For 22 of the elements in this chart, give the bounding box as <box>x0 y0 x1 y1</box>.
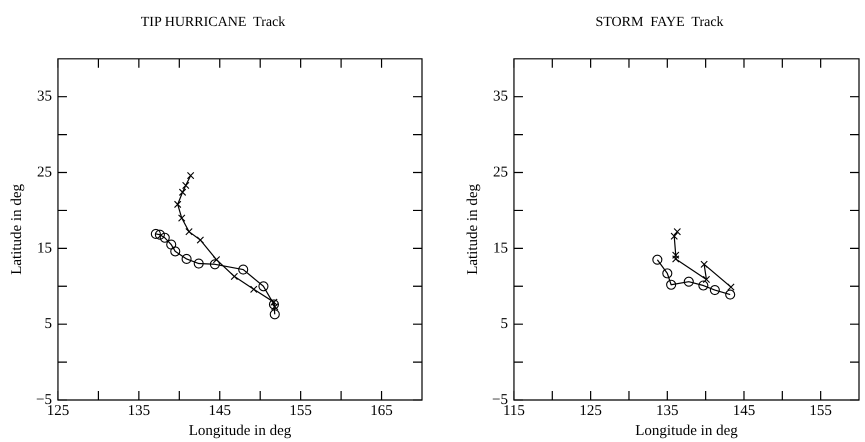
x-tick-label: 145 <box>732 402 756 419</box>
y-tick-label: 35 <box>36 88 52 105</box>
y-tick-label: 5 <box>500 316 508 332</box>
chart-title: STORM FAYE Track <box>595 15 724 30</box>
x-tick-label: 155 <box>809 402 832 419</box>
y-tick-label: 25 <box>492 164 508 180</box>
x-tick-label: 135 <box>656 402 679 419</box>
x-tick-label: 125 <box>579 402 602 419</box>
y-tick-label: 5 <box>44 316 52 332</box>
y-tick-label: 15 <box>492 240 508 256</box>
x-axis-title: Longitude in deg <box>635 422 738 439</box>
chart-title: TIP HURRICANE Track <box>140 15 286 30</box>
y-tick-label: 15 <box>36 240 52 256</box>
y-axis-title: Latitude in deg <box>464 184 481 275</box>
y-tick-label: 35 <box>492 88 508 105</box>
y-axis-title: Latitude in deg <box>8 184 25 275</box>
x-tick-label: 155 <box>289 402 312 419</box>
x-tick-label: 165 <box>370 402 393 419</box>
x-axis-title: Longitude in deg <box>188 422 292 439</box>
x-tick-label: 145 <box>208 402 232 419</box>
x-tick-label: 135 <box>128 402 150 419</box>
y-tick-label: 25 <box>36 164 52 180</box>
